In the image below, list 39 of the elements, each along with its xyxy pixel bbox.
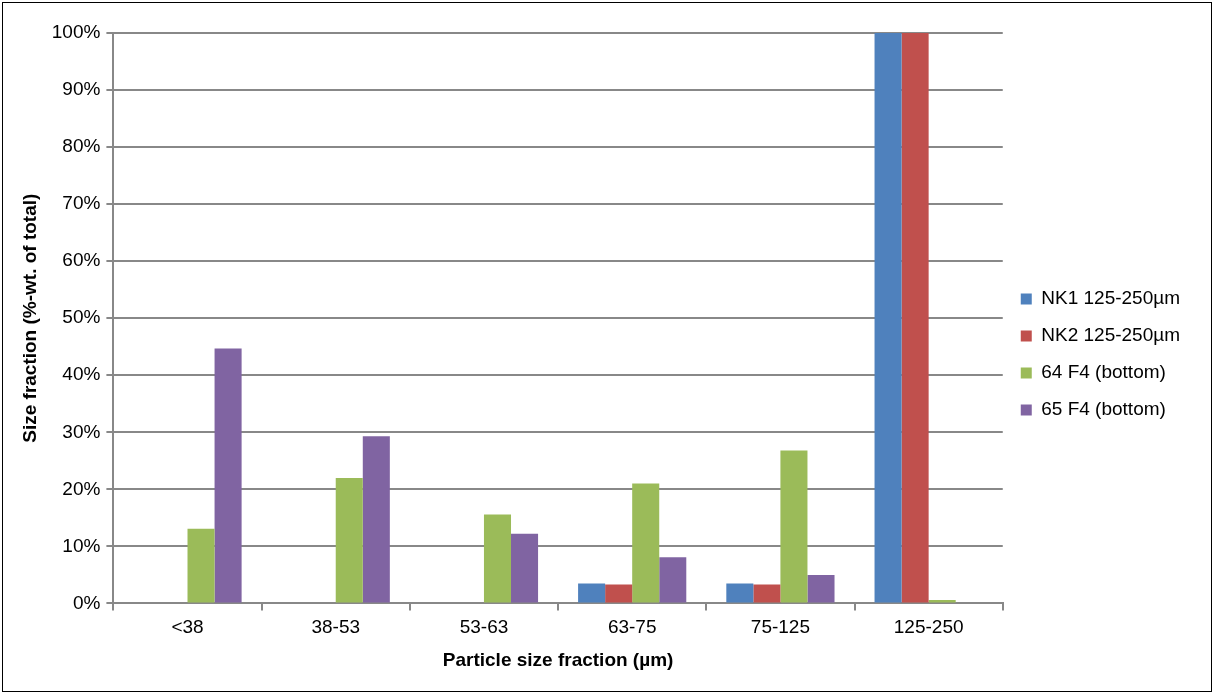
bar — [780, 450, 808, 603]
y-tick-label: 50% — [62, 306, 101, 328]
legend-label: 65 F4 (bottom) — [1041, 398, 1166, 420]
bar — [511, 533, 539, 603]
bar — [659, 557, 687, 603]
bar — [807, 574, 835, 603]
bar — [483, 514, 512, 603]
x-tick-label: 53-63 — [459, 616, 509, 638]
x-tick-label: 38-53 — [311, 616, 361, 638]
bar — [874, 33, 902, 603]
y-tick-label: 100% — [51, 21, 101, 43]
legend-label: NK2 125-250µm — [1041, 324, 1181, 346]
y-tick-label: 90% — [62, 78, 101, 100]
bar — [335, 477, 363, 603]
x-tick-label: 75-125 — [750, 616, 810, 638]
x-tick-label: <38 — [171, 616, 204, 638]
x-tick-label: 125-250 — [893, 616, 964, 638]
bar — [901, 33, 929, 603]
bar — [632, 483, 660, 603]
bar — [726, 583, 754, 603]
y-tick-label: 40% — [62, 363, 101, 385]
y-tick-label: 20% — [62, 477, 101, 499]
y-axis-title: Size fraction (%-wt. of total) — [18, 193, 40, 443]
x-tick-label: 63-75 — [607, 616, 657, 638]
y-tick-label: 80% — [62, 135, 101, 157]
bar — [578, 583, 606, 603]
bar — [605, 584, 633, 603]
legend-label: NK1 125-250µm — [1041, 287, 1181, 309]
bar — [362, 436, 390, 603]
y-tick-label: 70% — [62, 192, 101, 214]
bar — [187, 528, 215, 603]
y-tick-label: 30% — [62, 420, 101, 442]
y-tick-label: 60% — [62, 249, 101, 271]
y-tick-label: 10% — [62, 534, 101, 556]
x-axis-title: Particle size fraction (µm) — [442, 648, 674, 670]
bar — [753, 584, 781, 603]
legend-label: 64 F4 (bottom) — [1041, 361, 1166, 383]
y-tick-label: 0% — [72, 591, 101, 613]
bar — [214, 348, 242, 603]
